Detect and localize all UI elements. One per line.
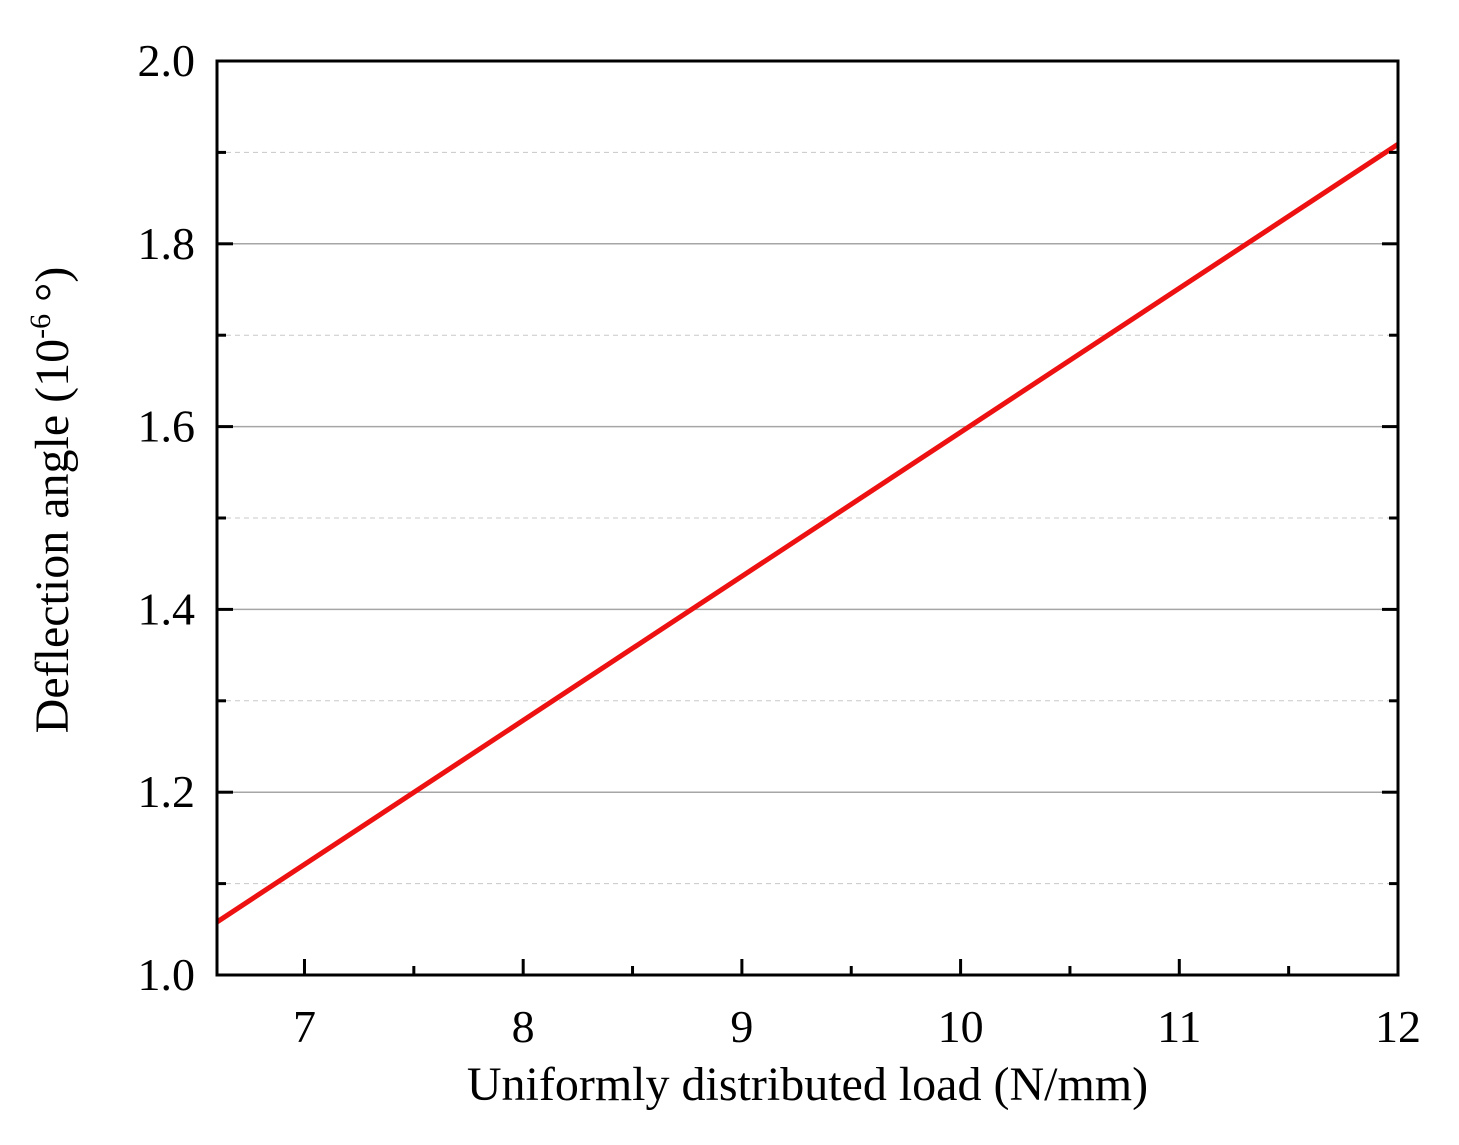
x-tick-label: 9 bbox=[730, 1001, 753, 1052]
y-axis-title-main: Deflection angle (10 bbox=[26, 339, 79, 734]
grid-lines bbox=[217, 151, 1398, 885]
x-tick-label: 10 bbox=[938, 1001, 984, 1052]
x-tick-label: 12 bbox=[1375, 1001, 1421, 1052]
y-tick-label: 1.6 bbox=[138, 401, 196, 452]
y-axis-title: Deflection angle (10-6 °) bbox=[24, 267, 79, 734]
y-tick-label: 1.4 bbox=[138, 583, 196, 634]
x-axis-title: Uniformly distributed load (N/mm) bbox=[467, 1058, 1148, 1111]
y-tick-label: 1.8 bbox=[138, 218, 196, 269]
x-tick-label: 8 bbox=[512, 1001, 535, 1052]
y-tick-label: 2.0 bbox=[138, 35, 196, 86]
x-tick-label: 11 bbox=[1157, 1001, 1201, 1052]
x-tick-label: 7 bbox=[293, 1001, 316, 1052]
y-tick-label: 1.2 bbox=[138, 766, 196, 817]
y-axis-title-superscript: -6 bbox=[24, 314, 57, 339]
series-layer bbox=[215, 142, 1400, 925]
tick-marks bbox=[217, 59, 1400, 977]
y-tick-label: 1.0 bbox=[138, 949, 196, 1000]
series-line bbox=[215, 142, 1400, 925]
tick-labels: 1.0 1.2 1.4 1.6 1.8 2.0 7 8 9 10 11 12 bbox=[138, 35, 1422, 1052]
y-axis-title-unit: °) bbox=[26, 267, 79, 314]
